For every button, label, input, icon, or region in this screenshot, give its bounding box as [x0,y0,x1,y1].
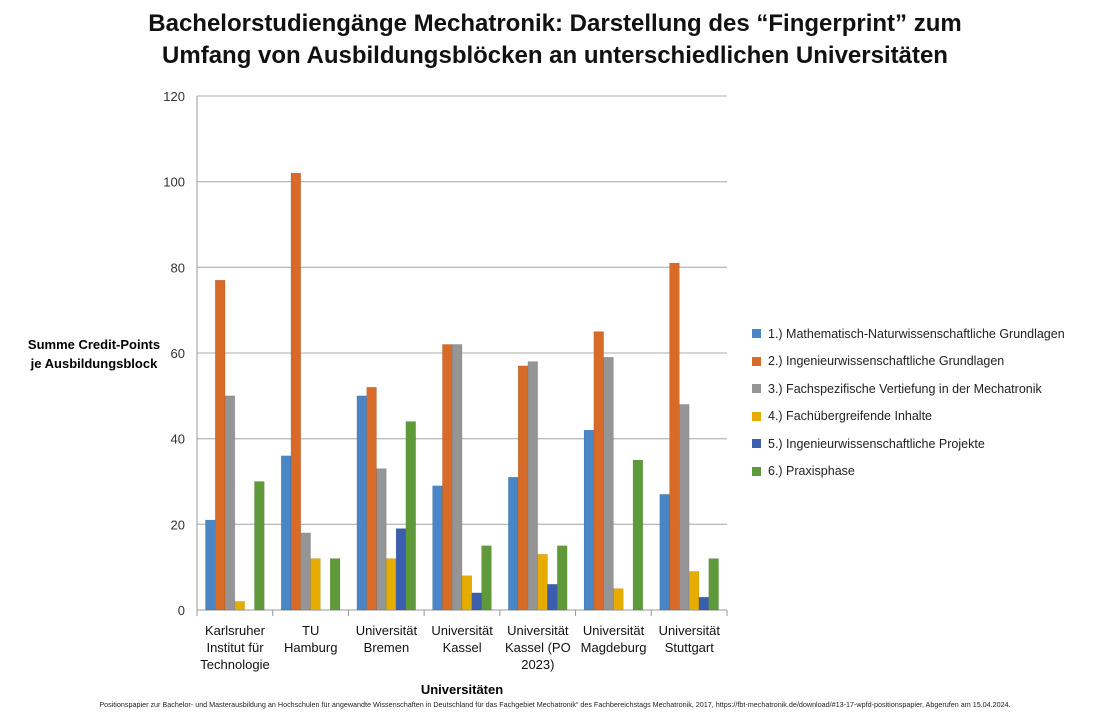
legend-swatch [752,411,761,421]
bar [461,575,473,611]
y-tick-label: 20 [171,517,185,532]
bar [405,421,416,611]
legend-swatch [752,384,761,394]
legend-label: 3.) Fachspezifische Vertiefung in der Me… [768,381,1042,396]
bar [679,404,690,611]
legend-swatch [752,439,761,449]
x-tick-label-line: TU [302,623,320,638]
x-tick-label-line: Universität [431,623,493,638]
chart-title-line: Umfang von Ausbildungsblöcken an untersc… [162,42,948,69]
x-tick-label: Universität Stuttgart [651,622,727,656]
chart-title-line: Bachelorstudiengänge Mechatronik: Darste… [148,10,962,37]
x-tick-label-line: 2023) [521,657,555,672]
bar [603,356,614,611]
x-tick-label-line: Universität [507,623,569,638]
legend-item: 5.) Ingenieurwissenschaftliche Projekte [752,430,1065,458]
bar [310,558,321,611]
y-tick-label: 0 [178,603,185,618]
bar [481,545,492,611]
legend-swatch [752,466,761,476]
y-axis-label-line: je Ausbildungsblock [30,356,158,371]
bar [537,554,548,611]
bar [234,601,245,611]
bar [385,558,397,611]
legend-item: 2.) Ingenieurwissenschaftliche Grundlage… [752,348,1065,376]
bar [376,468,387,611]
bar [300,532,311,611]
bar [508,476,519,611]
bar [356,395,367,611]
x-tick-label-line: Institut für [206,640,264,655]
y-axis-label-line: Summe Credit-Points [27,337,161,352]
bar [254,481,265,611]
bar [451,344,463,611]
y-tick-label: 60 [171,346,185,361]
legend-item: 3.) Fachspezifische Vertiefung in der Me… [752,375,1065,403]
bar [708,558,719,611]
bar [632,459,644,611]
y-axis-label: Summe Credit-Points je Ausbildungsblock [8,335,180,373]
x-tick-label-line: Universität [582,623,645,638]
x-tick-label-line: Stuttgart [664,640,714,655]
x-tick-label: Karlsruher Institut für Technologie [197,622,273,673]
x-tick-label: TU Hamburg [273,622,349,656]
chart-title: Bachelorstudiengänge Mechatronik: Darste… [0,8,1110,72]
x-tick-label-line: Karlsruher [205,623,265,638]
legend: 1.) Mathematisch-Naturwissenschaftliche … [752,320,1065,485]
legend-label: 4.) Fachübergreifende Inhalte [768,409,932,424]
legend-item: 1.) Mathematisch-Naturwissenschaftliche … [752,320,1065,348]
y-tick-label: 100 [163,175,185,190]
x-tick-label-line: Universität [658,623,720,638]
footnote: Positionspapier zur Bachelor- und Master… [99,700,1011,709]
x-tick-label: Universität Kassel [424,622,500,656]
bar [214,279,226,611]
x-tick-label-line: Bremen [363,640,410,655]
bar [547,583,558,611]
x-tick-label-line: Kassel [442,640,482,655]
legend-item: 6.) Praxisphase [752,458,1065,486]
legend-item: 4.) Fachübergreifende Inhalte [752,403,1065,431]
bar [205,519,216,611]
bar [395,528,407,611]
bar [527,361,539,611]
bar [659,494,670,611]
x-tick-label: Universität Bremen [348,622,424,656]
x-tick-label: Universität Magdeburg [576,622,652,656]
y-tick-label: 120 [163,89,185,104]
bar [613,588,624,611]
x-axis-label: Universitäten [420,682,504,697]
bar [280,455,292,611]
y-tick-label: 80 [171,260,185,275]
legend-label: 2.) Ingenieurwissenschaftliche Grundlage… [768,354,1005,369]
bar [329,558,341,611]
legend-swatch [752,329,761,339]
legend-label: 5.) Ingenieurwissenschaftliche Projekte [768,436,985,451]
legend-swatch [752,356,761,366]
bar [442,344,453,611]
x-tick-label-line: Technologie [200,657,270,672]
x-tick-label-line: Magdeburg [580,640,647,655]
x-tick-label-line: Universität [355,623,418,638]
bar [688,571,700,611]
bar [698,596,710,611]
x-tick-label-line: Kassel (PO [504,640,571,655]
bar [471,592,482,611]
bar [432,485,443,611]
bar [290,172,302,611]
x-tick-label: Universität Kassel (PO 2023) [500,622,576,673]
x-tick-label-line: Hamburg [283,640,338,655]
bar [517,365,529,611]
bar [366,386,377,611]
bar [593,331,604,611]
bar [669,262,680,611]
bar [557,545,568,611]
legend-label: 1.) Mathematisch-Naturwissenschaftliche … [768,326,1065,341]
legend-label: 6.) Praxisphase [768,464,855,479]
bar [583,429,595,611]
y-tick-label: 40 [171,432,185,447]
bar [224,395,236,611]
